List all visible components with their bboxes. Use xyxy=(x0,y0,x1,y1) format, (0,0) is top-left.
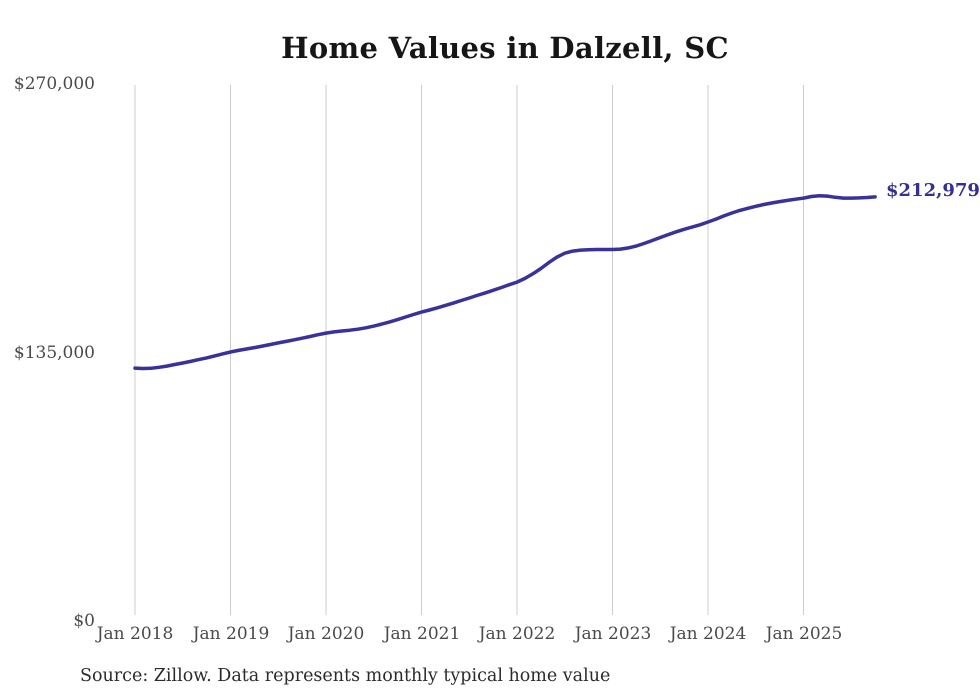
x-tick-label: Jan 2018 xyxy=(96,624,174,644)
x-tick-label: Jan 2021 xyxy=(383,624,461,644)
y-tick-label: $0 xyxy=(73,611,95,631)
x-tick-label: Jan 2022 xyxy=(478,624,556,644)
source-note: Source: Zillow. Data represents monthly … xyxy=(80,666,611,686)
chart-title: Home Values in Dalzell, SC xyxy=(281,31,729,65)
home-value-line xyxy=(133,193,877,371)
y-tick-label: $270,000 xyxy=(13,74,95,94)
x-tick-label: Jan 2023 xyxy=(574,624,652,644)
x-tick-label: Jan 2025 xyxy=(765,624,843,644)
x-tick-label: Jan 2020 xyxy=(287,624,365,644)
y-tick-label: $135,000 xyxy=(13,343,95,363)
x-tick-label: Jan 2024 xyxy=(669,624,747,644)
current-value-label: $212,979 xyxy=(886,180,980,201)
x-tick-label: Jan 2019 xyxy=(192,624,270,644)
